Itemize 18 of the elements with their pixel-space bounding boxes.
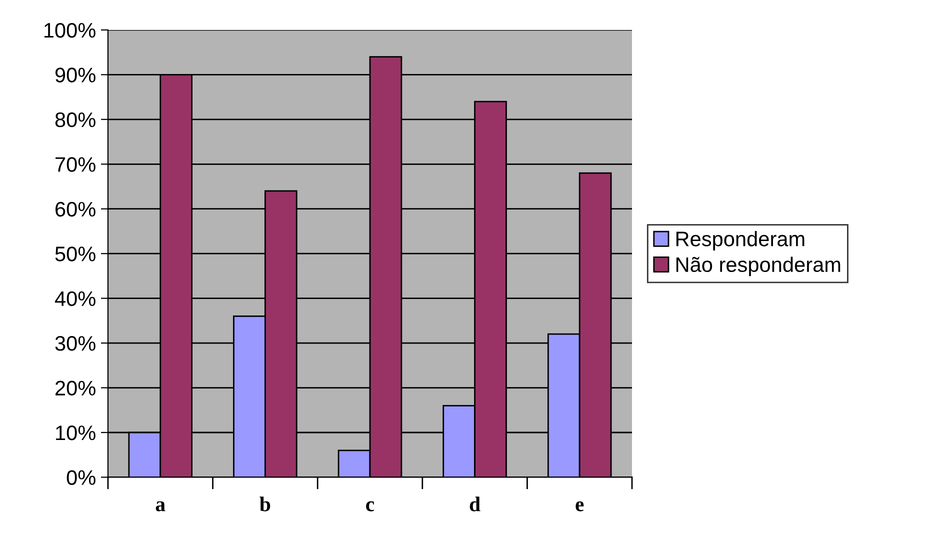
y-tick-label: 60% — [56, 202, 96, 217]
y-tick-label: 0% — [66, 470, 96, 485]
y-tick-label: 30% — [55, 336, 96, 351]
y-tick-label: 70% — [56, 157, 96, 172]
y-tick-label: 100% — [44, 22, 96, 38]
x-tick-label: a — [156, 501, 166, 512]
y-tick-label: 10% — [56, 425, 96, 440]
y-tick-label: 80% — [55, 112, 96, 128]
legend-label: Responderam — [676, 231, 804, 250]
x-tick-label: e — [576, 501, 584, 512]
y-tick-label: 90% — [55, 68, 96, 82]
x-tick-label: c — [366, 501, 374, 512]
y-tick-label: 20% — [56, 380, 96, 396]
legend-label: Não responderam — [676, 256, 840, 276]
y-tick-label: 50% — [55, 246, 96, 262]
x-tick-label: d — [470, 496, 480, 512]
x-tick-label: b — [260, 496, 270, 512]
y-tick-label: 40% — [54, 291, 96, 306]
